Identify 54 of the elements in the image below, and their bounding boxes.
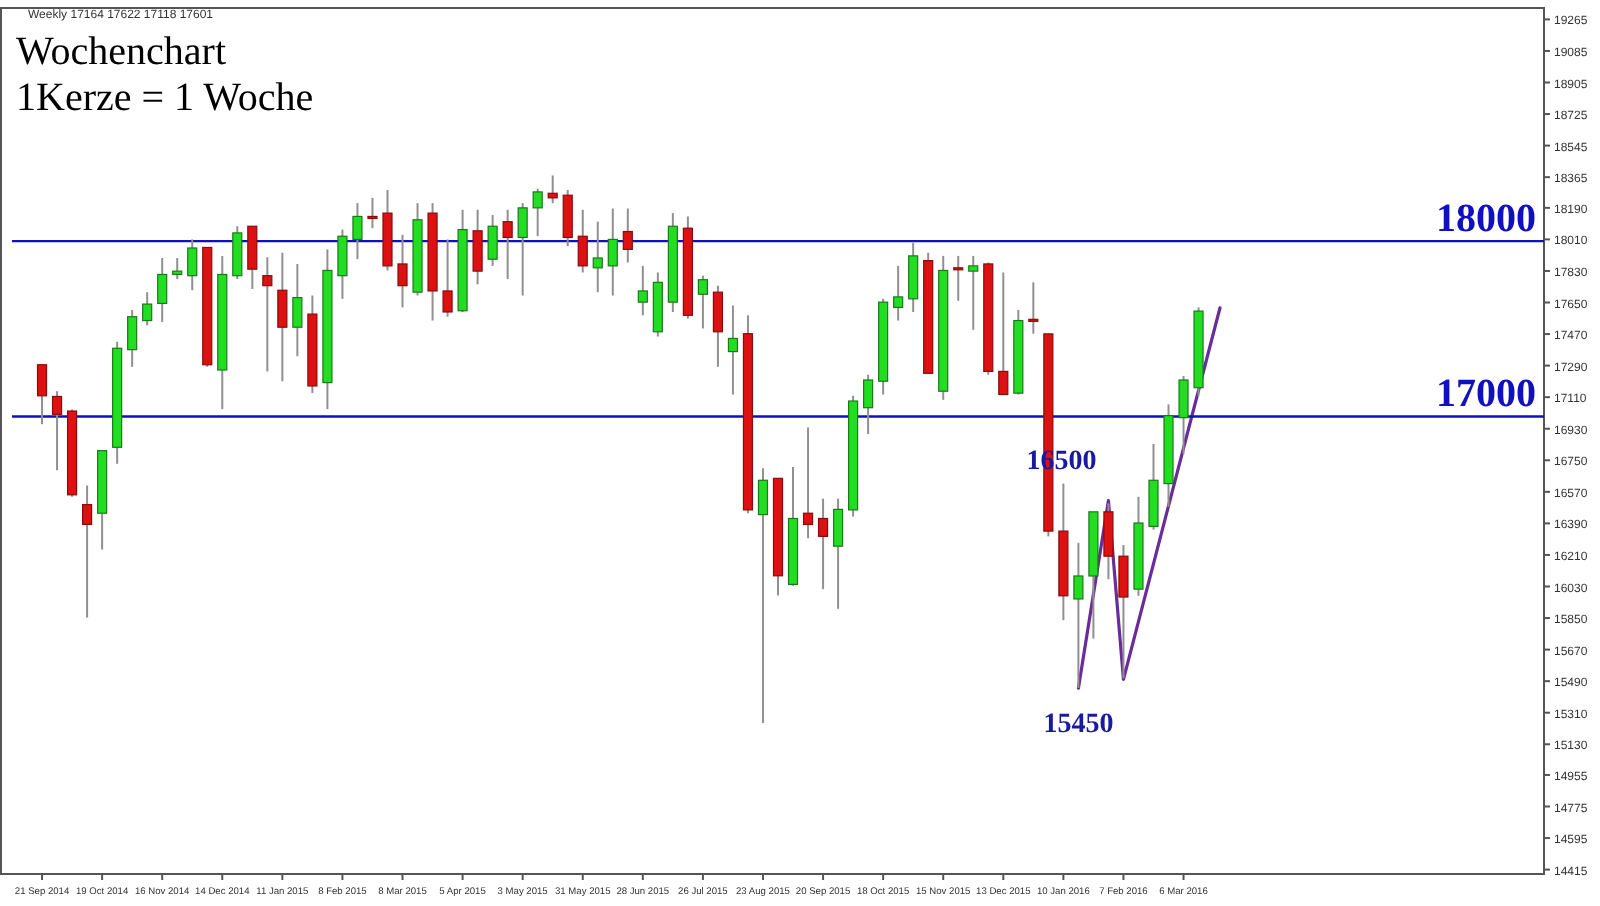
candlestick (36, 363, 48, 426)
candlestick (1028, 281, 1039, 335)
candlestick (1118, 543, 1129, 680)
candlestick (517, 202, 528, 297)
candlestick (562, 188, 573, 248)
candlestick (442, 238, 453, 318)
candlestick (397, 233, 408, 309)
candlestick (367, 196, 378, 230)
candlestick (908, 241, 919, 313)
candlestick (592, 220, 603, 294)
candlestick (172, 256, 183, 281)
candlestick (81, 484, 93, 619)
candlestick (292, 262, 303, 358)
candlestick (532, 187, 543, 238)
candlestick (832, 497, 844, 610)
candlestick (712, 284, 724, 368)
candlestick (863, 373, 874, 435)
candlestick (577, 208, 588, 274)
candlestick (51, 390, 63, 472)
candlestick (337, 228, 348, 300)
candlestick (893, 264, 904, 322)
candlestick (127, 309, 138, 368)
candlestick (187, 238, 198, 292)
candlestick (352, 202, 363, 261)
candlestick (472, 208, 483, 286)
candlestick (727, 304, 739, 396)
annotation: 15450 (1043, 710, 1114, 741)
candlestick (637, 264, 648, 317)
candlestick (817, 497, 829, 591)
candlestick (802, 426, 814, 540)
candlestick (1073, 541, 1084, 689)
candlestick (757, 467, 769, 725)
candlestick (607, 207, 618, 297)
candlestick (953, 254, 964, 302)
candlestick (277, 251, 288, 383)
candlestick (1103, 502, 1114, 581)
candlestick (487, 214, 498, 267)
candlestick (998, 271, 1009, 396)
candlestick (142, 291, 153, 327)
candlestick (1178, 374, 1189, 455)
candlestick (502, 208, 513, 281)
text: Wochenchart (16, 30, 227, 74)
candlestick (232, 225, 243, 281)
candlestick (157, 256, 168, 323)
candlestick (247, 225, 258, 291)
candlestick (262, 256, 273, 373)
candlestick (697, 274, 709, 330)
candlestick (622, 207, 633, 264)
text: 1Kerze = 1 Woche (16, 76, 314, 120)
candlestick (968, 254, 979, 331)
candlestick (547, 174, 558, 205)
ref-line-label: 18000 (1436, 197, 1536, 242)
ref-line-label: 17000 (1436, 372, 1536, 417)
candlestick (1148, 442, 1159, 531)
